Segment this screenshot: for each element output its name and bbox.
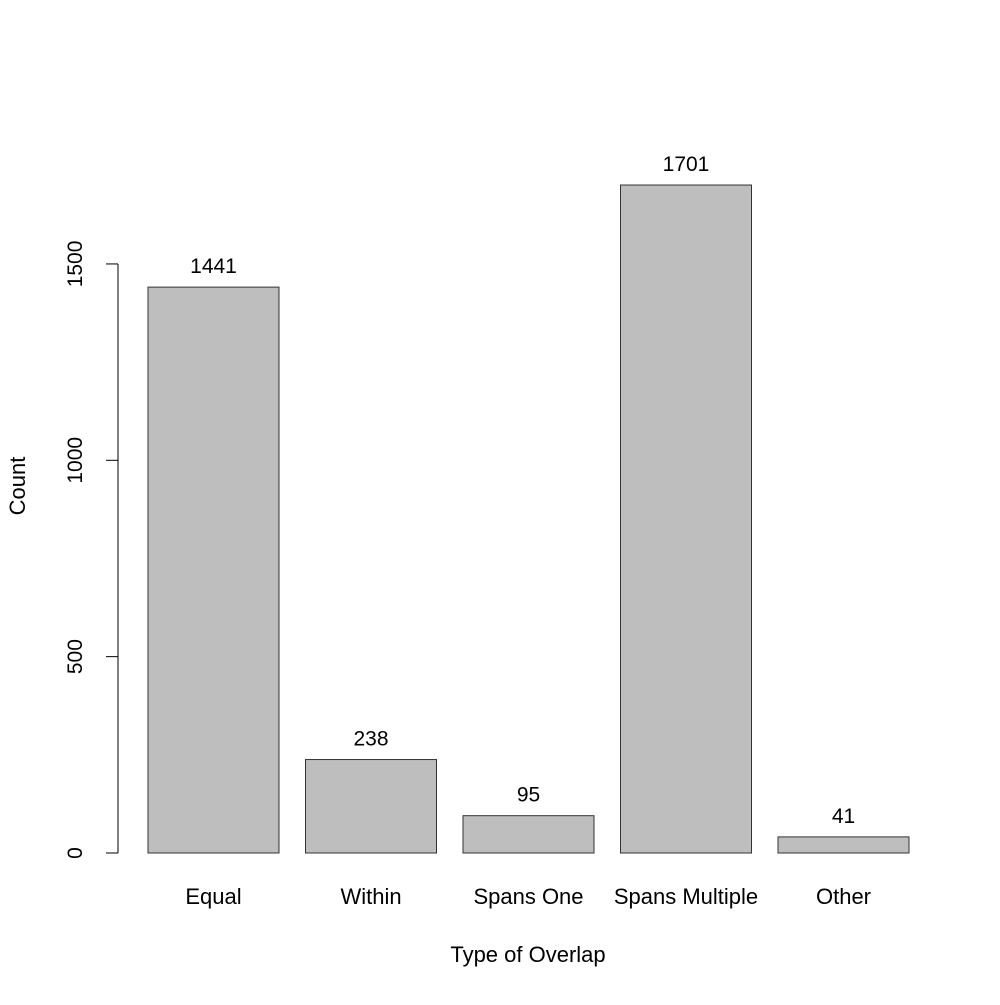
x-axis-title: Type of Overlap — [450, 942, 605, 967]
bar-spans-multiple — [620, 184, 752, 854]
data-label: 1701 — [663, 153, 710, 176]
y-axis: 0 500 1000 1500 — [64, 241, 119, 859]
data-label: 41 — [832, 805, 855, 828]
bars-layer — [147, 184, 910, 854]
x-tick-label: Spans One — [473, 884, 583, 909]
y-tick-label: 0 — [64, 847, 87, 859]
y-tick-label: 1000 — [64, 437, 87, 484]
x-axis: Equal Within Spans One Spans Multiple Other — [185, 884, 871, 909]
bar-within — [305, 759, 437, 854]
data-label: 95 — [517, 784, 540, 807]
x-tick-label: Equal — [185, 884, 241, 909]
x-tick-label: Spans Multiple — [614, 884, 758, 909]
bar-equal — [147, 286, 280, 854]
y-tick-label: 1500 — [64, 241, 87, 288]
bar-spans-one — [462, 815, 595, 854]
bar-other — [777, 836, 910, 854]
data-label: 1441 — [190, 255, 237, 278]
data-label: 238 — [353, 728, 388, 751]
y-axis-title: Count — [5, 457, 30, 516]
y-tick-label: 500 — [64, 639, 87, 674]
x-tick-label: Other — [816, 884, 871, 909]
data-labels-layer: 1441 238 95 1701 41 — [190, 153, 855, 828]
x-tick-label: Within — [340, 884, 401, 909]
